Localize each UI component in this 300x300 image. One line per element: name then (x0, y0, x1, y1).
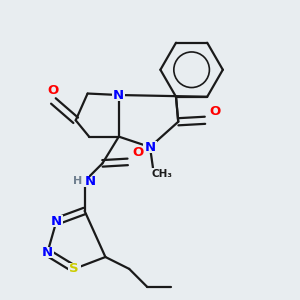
Text: O: O (133, 146, 144, 160)
Text: N: N (113, 88, 124, 101)
Bar (131, 149, 142, 160)
Text: N: N (144, 140, 156, 154)
Bar (143, 141, 157, 153)
Text: N: N (84, 175, 95, 188)
Bar (112, 89, 125, 101)
Bar (50, 215, 63, 227)
Text: O: O (210, 105, 221, 118)
Bar (208, 108, 220, 118)
Bar (41, 247, 54, 259)
Bar (151, 168, 173, 180)
Text: O: O (48, 84, 59, 97)
Text: N: N (42, 246, 53, 259)
Text: S: S (69, 262, 79, 275)
Text: H: H (73, 176, 82, 186)
Bar (68, 263, 81, 275)
Text: N: N (51, 215, 62, 228)
Text: CH₃: CH₃ (152, 169, 172, 179)
Bar (68, 175, 89, 187)
Bar (47, 87, 59, 97)
